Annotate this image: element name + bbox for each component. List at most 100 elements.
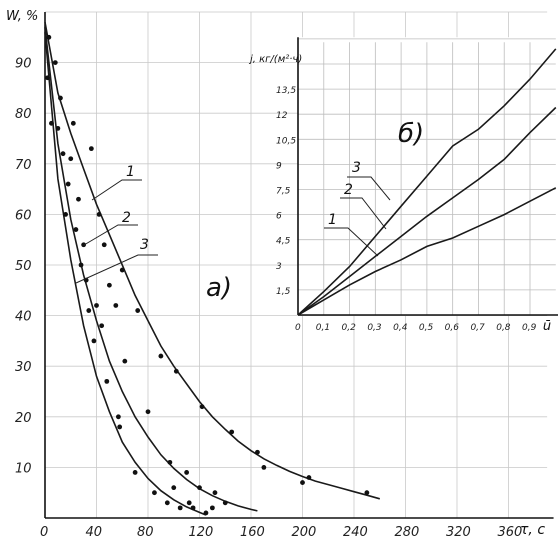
data-point <box>212 490 218 496</box>
inset-curve-1 <box>297 187 557 316</box>
inset-y-tick-label: 1,5 <box>276 287 291 297</box>
inset-x-tick-label: 0 <box>295 323 301 333</box>
inset-curve-leader-line <box>324 227 379 257</box>
data-point <box>122 358 128 364</box>
inset-x-tick-label: 0,3 <box>367 323 382 333</box>
inset-y-tick-label: 12 <box>276 111 288 121</box>
inset-curve-label: 2 <box>344 182 353 198</box>
data-point <box>88 146 94 152</box>
x-tick-label: 40 <box>86 525 103 540</box>
inset-y-tick-label: 6 <box>276 212 282 222</box>
data-point <box>49 120 54 126</box>
data-point <box>184 470 190 475</box>
data-point <box>46 34 52 40</box>
data-point <box>104 378 110 384</box>
inset-x-tick-label: 0,9 <box>522 323 537 333</box>
y-tick-label: 40 <box>15 310 32 325</box>
inset-x-tick-label: 0,8 <box>496 323 511 333</box>
curve-label: 2 <box>122 210 131 226</box>
data-point <box>73 227 79 232</box>
data-point <box>106 282 112 288</box>
inset-y-tick-label: 7,5 <box>276 187 291 197</box>
panel-label-b: б) <box>398 119 424 149</box>
data-point <box>190 505 196 511</box>
x-tick-label: 320 <box>446 525 471 540</box>
x-tick-label: 240 <box>343 525 368 540</box>
data-point <box>101 242 107 248</box>
y-axis-label: W, % <box>6 9 38 24</box>
x-tick-label: 200 <box>292 525 317 540</box>
curve-leader-line <box>83 224 138 246</box>
inset-x-tick-label: 0,4 <box>393 323 408 333</box>
inset-y-tick-label: 13,5 <box>276 86 296 96</box>
data-point <box>306 475 312 480</box>
data-point <box>255 449 260 455</box>
data-point <box>91 338 97 344</box>
inset-curve-leader-line <box>340 197 387 230</box>
data-point <box>86 308 92 313</box>
x-tick-label: 120 <box>189 525 214 540</box>
data-point <box>117 424 123 430</box>
data-point <box>70 120 76 126</box>
inset-background <box>298 37 558 316</box>
x-tick-label: 160 <box>240 525 265 540</box>
curve-3 <box>44 32 207 516</box>
data-point <box>197 485 202 491</box>
data-point <box>173 368 179 374</box>
data-point <box>81 242 87 248</box>
data-point <box>65 181 71 187</box>
x-tick-label: 280 <box>395 525 420 540</box>
data-point <box>115 414 121 420</box>
data-point <box>203 510 209 516</box>
data-point <box>167 459 173 465</box>
data-point <box>135 308 141 313</box>
inset-y-tick-label: 9 <box>276 161 282 171</box>
data-point <box>152 490 157 496</box>
y-tick-label: 60 <box>15 208 32 223</box>
curve-leader-line <box>91 179 142 201</box>
inset-x-tick-label: 0,1 <box>316 323 330 333</box>
panel-label-a: а) <box>206 273 232 303</box>
data-point <box>300 480 305 485</box>
inset-curve-label: 3 <box>352 160 361 176</box>
inset-x-tick-label: 0,6 <box>445 323 460 333</box>
curve-leader-line <box>75 254 158 284</box>
data-point <box>229 429 235 435</box>
x-tick-label: 80 <box>137 525 154 540</box>
inset-x-tick-label: 0,2 <box>342 323 357 333</box>
data-point <box>177 505 183 511</box>
inset-curve-label: 1 <box>328 212 337 228</box>
data-point <box>60 151 66 157</box>
data-point <box>78 262 84 268</box>
inset-x-axis-label: ū <box>543 319 551 334</box>
data-point <box>113 303 119 308</box>
curve-label: 3 <box>140 237 149 253</box>
data-point <box>52 60 58 65</box>
x-tick-label: 360 <box>498 525 523 540</box>
data-point <box>186 500 192 506</box>
inset-y-tick-label: 10,5 <box>276 136 296 146</box>
inset-x-tick-label: 0,7 <box>470 323 485 333</box>
data-point <box>55 125 61 131</box>
data-point <box>68 156 74 162</box>
data-point <box>94 303 99 308</box>
x-axis-label: τ, с <box>520 522 545 538</box>
data-point <box>63 212 68 217</box>
y-tick-label: 30 <box>15 360 32 375</box>
data-point <box>96 212 102 217</box>
data-point <box>119 267 125 273</box>
inset-y-tick-label: 3 <box>276 262 282 272</box>
y-tick-label: 90 <box>15 57 32 72</box>
data-point <box>164 500 170 506</box>
data-point <box>45 75 50 81</box>
y-tick-label: 70 <box>15 158 32 173</box>
data-point <box>145 409 151 415</box>
data-point <box>364 490 370 496</box>
inset-curve-leader-line <box>347 176 391 201</box>
data-point <box>222 500 228 506</box>
inset-y-axis-label: j, кг/(м²·ч) <box>248 54 302 65</box>
data-point <box>58 95 63 101</box>
data-point <box>209 505 215 511</box>
data-point <box>261 465 267 470</box>
